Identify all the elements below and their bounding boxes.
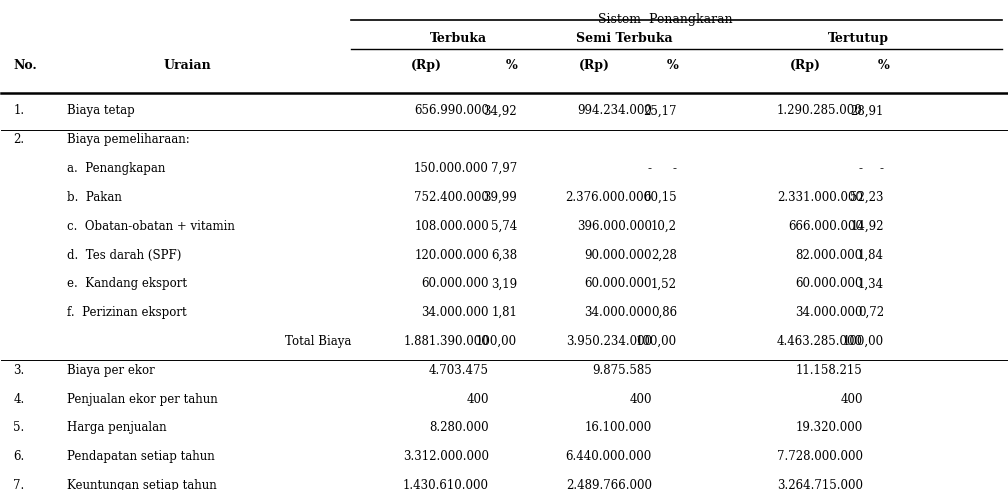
Text: 7.728.000.000: 7.728.000.000 — [777, 450, 863, 464]
Text: 25,17: 25,17 — [643, 104, 677, 117]
Text: 52,23: 52,23 — [851, 191, 884, 204]
Text: 1,34: 1,34 — [858, 277, 884, 291]
Text: 34.000.000: 34.000.000 — [421, 306, 489, 319]
Text: 34.000.000: 34.000.000 — [585, 306, 652, 319]
Text: 2.331.000.000: 2.331.000.000 — [777, 191, 863, 204]
Text: 1.881.390.000: 1.881.390.000 — [403, 335, 489, 348]
Text: 60,15: 60,15 — [643, 191, 677, 204]
Text: 7.: 7. — [13, 479, 25, 490]
Text: 3.264.715.000: 3.264.715.000 — [777, 479, 863, 490]
Text: Biaya tetap: Biaya tetap — [67, 104, 134, 117]
Text: 100,00: 100,00 — [636, 335, 677, 348]
Text: 19.320.000: 19.320.000 — [795, 421, 863, 435]
Text: 400: 400 — [467, 392, 489, 406]
Text: 400: 400 — [629, 392, 652, 406]
Text: %: % — [506, 59, 518, 73]
Text: 0,86: 0,86 — [651, 306, 677, 319]
Text: Total Biaya: Total Biaya — [285, 335, 351, 348]
Text: -: - — [880, 162, 884, 175]
Text: a.  Penangkapan: a. Penangkapan — [67, 162, 165, 175]
Text: 4.703.475: 4.703.475 — [429, 364, 489, 377]
Text: 120.000.000: 120.000.000 — [414, 248, 489, 262]
Text: Penjualan ekor per tahun: Penjualan ekor per tahun — [67, 392, 218, 406]
Text: 2.376.000.000: 2.376.000.000 — [565, 191, 652, 204]
Text: 400: 400 — [841, 392, 863, 406]
Text: 11.158.215: 11.158.215 — [796, 364, 863, 377]
Text: 90.000.000: 90.000.000 — [585, 248, 652, 262]
Text: 396.000.000: 396.000.000 — [577, 220, 652, 233]
Text: 39,99: 39,99 — [483, 191, 517, 204]
Text: 1.: 1. — [13, 104, 24, 117]
Text: 666.000.000: 666.000.000 — [788, 220, 863, 233]
Text: Uraian: Uraian — [163, 59, 212, 73]
Text: 150.000.000: 150.000.000 — [414, 162, 489, 175]
Text: 994.234.000: 994.234.000 — [577, 104, 652, 117]
Text: Keuntungan setiap tahun: Keuntungan setiap tahun — [67, 479, 217, 490]
Text: 5,74: 5,74 — [491, 220, 517, 233]
Text: 3.950.234.000: 3.950.234.000 — [565, 335, 652, 348]
Text: 7,97: 7,97 — [491, 162, 517, 175]
Text: Semi Terbuka: Semi Terbuka — [577, 32, 673, 45]
Text: 28,91: 28,91 — [851, 104, 884, 117]
Text: 6,38: 6,38 — [491, 248, 517, 262]
Text: 1,52: 1,52 — [651, 277, 677, 291]
Text: Sistem  Penangkaran: Sistem Penangkaran — [598, 13, 732, 26]
Text: 3.312.000.000: 3.312.000.000 — [403, 450, 489, 464]
Text: 14,92: 14,92 — [851, 220, 884, 233]
Text: %: % — [878, 59, 890, 73]
Text: 1.290.285.000: 1.290.285.000 — [777, 104, 863, 117]
Text: 2.: 2. — [13, 133, 24, 146]
Text: 60.000.000: 60.000.000 — [421, 277, 489, 291]
Text: Biaya per ekor: Biaya per ekor — [67, 364, 154, 377]
Text: (Rp): (Rp) — [790, 59, 822, 73]
Text: 9.875.585: 9.875.585 — [592, 364, 652, 377]
Text: Harga penjualan: Harga penjualan — [67, 421, 166, 435]
Text: 34,92: 34,92 — [484, 104, 517, 117]
Text: d.  Tes darah (SPF): d. Tes darah (SPF) — [67, 248, 181, 262]
Text: 60.000.000: 60.000.000 — [585, 277, 652, 291]
Text: %: % — [667, 59, 678, 73]
Text: 5.: 5. — [13, 421, 25, 435]
Text: (Rp): (Rp) — [579, 59, 610, 73]
Text: Tertutup: Tertutup — [829, 32, 889, 45]
Text: (Rp): (Rp) — [411, 59, 443, 73]
Text: 6.440.000.000: 6.440.000.000 — [565, 450, 652, 464]
Text: -: - — [673, 162, 677, 175]
Text: -: - — [859, 162, 863, 175]
Text: 1,84: 1,84 — [858, 248, 884, 262]
Text: 1.430.610.000: 1.430.610.000 — [403, 479, 489, 490]
Text: b.  Pakan: b. Pakan — [67, 191, 122, 204]
Text: No.: No. — [13, 59, 37, 73]
Text: 34.000.000: 34.000.000 — [795, 306, 863, 319]
Text: 60.000.000: 60.000.000 — [795, 277, 863, 291]
Text: 4.463.285.000: 4.463.285.000 — [777, 335, 863, 348]
Text: e.  Kandang eksport: e. Kandang eksport — [67, 277, 186, 291]
Text: 16.100.000: 16.100.000 — [585, 421, 652, 435]
Text: c.  Obatan-obatan + vitamin: c. Obatan-obatan + vitamin — [67, 220, 235, 233]
Text: 82.000.000: 82.000.000 — [795, 248, 863, 262]
Text: 8.280.000: 8.280.000 — [429, 421, 489, 435]
Text: 1,81: 1,81 — [491, 306, 517, 319]
Text: 6.: 6. — [13, 450, 25, 464]
Text: 100,00: 100,00 — [476, 335, 517, 348]
Text: Biaya pemeliharaan:: Biaya pemeliharaan: — [67, 133, 190, 146]
Text: 0,72: 0,72 — [858, 306, 884, 319]
Text: 3.: 3. — [13, 364, 25, 377]
Text: f.  Perizinan eksport: f. Perizinan eksport — [67, 306, 186, 319]
Text: Pendapatan setiap tahun: Pendapatan setiap tahun — [67, 450, 215, 464]
Text: 2.489.766.000: 2.489.766.000 — [565, 479, 652, 490]
Text: 4.: 4. — [13, 392, 25, 406]
Text: 10,2: 10,2 — [651, 220, 677, 233]
Text: 2,28: 2,28 — [651, 248, 677, 262]
Text: 108.000.000: 108.000.000 — [414, 220, 489, 233]
Text: 656.990.000: 656.990.000 — [414, 104, 489, 117]
Text: 100,00: 100,00 — [843, 335, 884, 348]
Text: -: - — [648, 162, 652, 175]
Text: Terbuka: Terbuka — [430, 32, 487, 45]
Text: 3,19: 3,19 — [491, 277, 517, 291]
Text: 752.400.000: 752.400.000 — [414, 191, 489, 204]
